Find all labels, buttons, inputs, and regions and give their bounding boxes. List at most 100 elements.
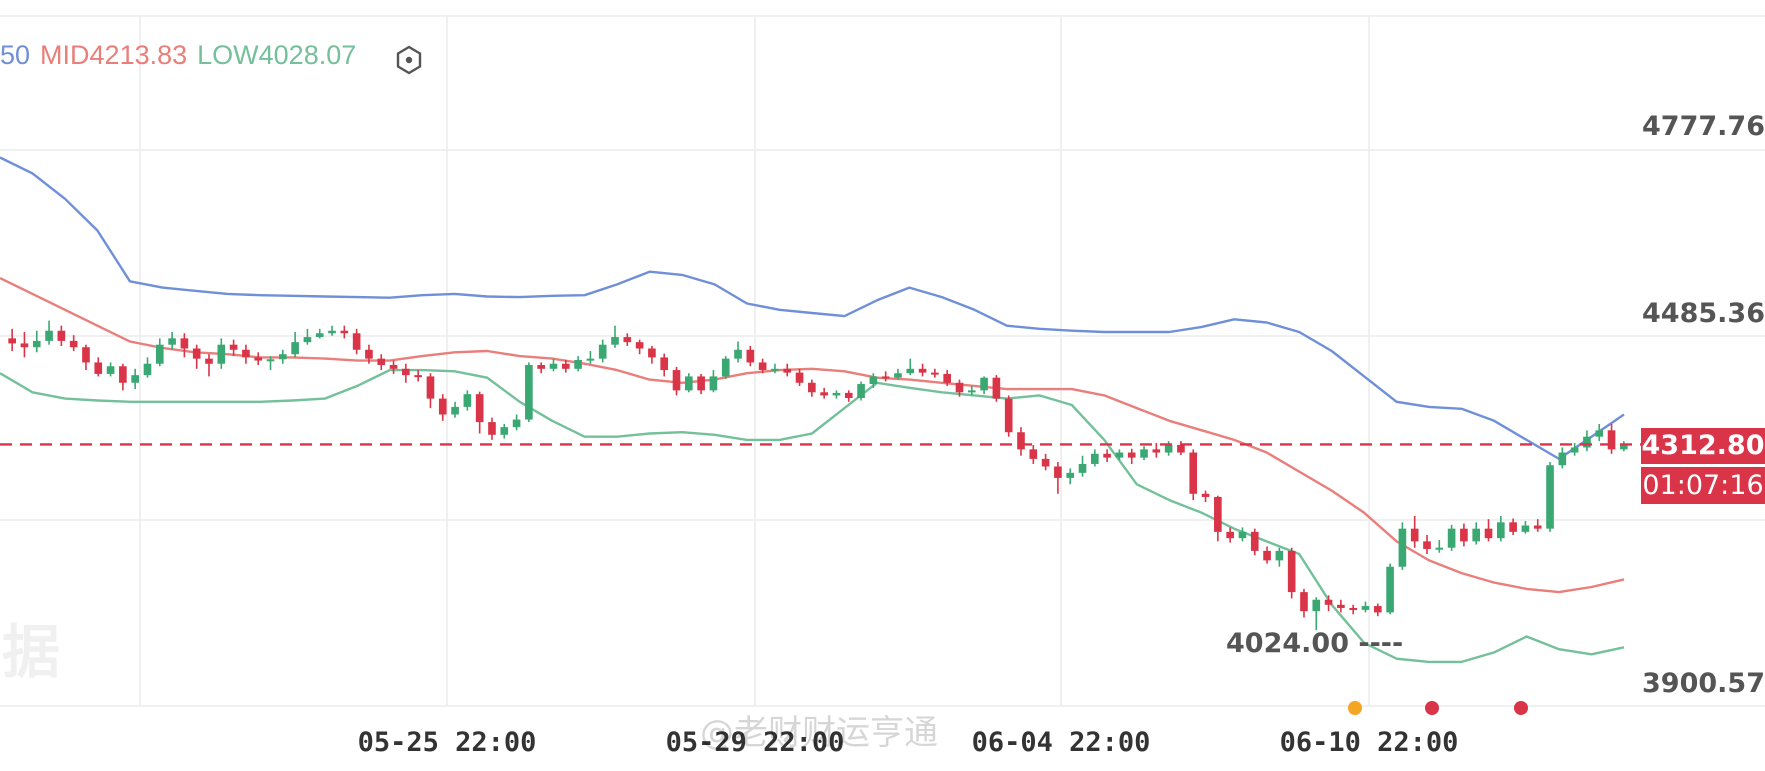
price-axis-label: 4485.36 bbox=[1642, 298, 1765, 329]
candle bbox=[1484, 519, 1493, 542]
candle bbox=[1472, 522, 1481, 545]
candle bbox=[32, 330, 41, 353]
candle bbox=[279, 349, 287, 364]
candle bbox=[1324, 595, 1333, 612]
candle bbox=[586, 351, 595, 364]
candle bbox=[94, 357, 103, 377]
candle bbox=[1447, 524, 1456, 551]
band-lower bbox=[0, 368, 1625, 664]
candle bbox=[500, 423, 509, 439]
candle bbox=[1423, 535, 1431, 555]
watermark-left-fragment: 据 bbox=[2, 618, 61, 686]
candle bbox=[672, 366, 681, 396]
candle bbox=[242, 344, 250, 364]
candle bbox=[771, 363, 779, 374]
candle bbox=[943, 370, 951, 386]
candle bbox=[82, 344, 90, 371]
candle bbox=[303, 328, 312, 345]
event-marker-dot[interactable] bbox=[1348, 701, 1362, 715]
candle bbox=[512, 414, 521, 431]
candle bbox=[1497, 515, 1505, 542]
price-axis-label: 4777.76 bbox=[1642, 111, 1765, 142]
current-price-tag: 4312.80 bbox=[1641, 428, 1765, 464]
candle bbox=[832, 390, 841, 399]
candle bbox=[1570, 443, 1579, 456]
candle bbox=[1103, 449, 1111, 463]
candle bbox=[931, 368, 939, 378]
indicator-legend: 50 MID4213.83 LOW4028.07 bbox=[0, 40, 366, 71]
candle bbox=[402, 363, 410, 383]
candle bbox=[844, 390, 853, 402]
candle bbox=[414, 370, 422, 382]
candle bbox=[1140, 446, 1148, 461]
time-axis-label: 05-29 22:00 bbox=[665, 727, 845, 758]
hexagon-settings-icon[interactable] bbox=[394, 45, 424, 75]
candle bbox=[1078, 455, 1087, 477]
candle bbox=[561, 359, 570, 373]
candle bbox=[119, 363, 127, 391]
candle bbox=[1152, 443, 1161, 458]
candle bbox=[8, 328, 16, 352]
candle bbox=[1127, 448, 1136, 464]
candle bbox=[734, 341, 742, 363]
candle bbox=[438, 394, 447, 421]
candle bbox=[1509, 518, 1517, 536]
candle bbox=[340, 325, 349, 339]
candle bbox=[352, 328, 361, 355]
candle bbox=[1287, 547, 1296, 599]
candle bbox=[980, 376, 988, 395]
candle bbox=[229, 339, 238, 357]
price-overlay bbox=[0, 443, 1641, 715]
candle bbox=[1546, 462, 1554, 532]
candle bbox=[660, 353, 669, 377]
candle bbox=[709, 370, 718, 393]
candle bbox=[180, 333, 189, 358]
event-marker-dot[interactable] bbox=[1514, 701, 1528, 715]
candle bbox=[1275, 547, 1284, 567]
candle bbox=[1361, 601, 1370, 613]
candle bbox=[1521, 521, 1530, 534]
candle bbox=[463, 390, 472, 411]
candle bbox=[1398, 522, 1407, 570]
candle bbox=[131, 368, 139, 390]
candle bbox=[795, 368, 804, 386]
candle bbox=[1300, 588, 1308, 618]
candle bbox=[57, 325, 66, 346]
candle bbox=[918, 363, 927, 377]
candle bbox=[1620, 441, 1628, 452]
candle bbox=[967, 385, 976, 396]
candle bbox=[1041, 453, 1050, 471]
candle bbox=[598, 339, 607, 363]
candle bbox=[143, 357, 152, 378]
legend-low: LOW4028.07 bbox=[197, 40, 357, 70]
watermark: @老财财运亨通 bbox=[700, 713, 938, 753]
candle bbox=[1263, 546, 1271, 564]
legend-up: 50 bbox=[0, 40, 31, 70]
candle bbox=[525, 362, 533, 423]
candle bbox=[168, 332, 176, 350]
time-axis-label: 06-10 22:00 bbox=[1279, 727, 1459, 758]
candlestick-series bbox=[8, 320, 1628, 631]
band-upper bbox=[0, 156, 1625, 461]
bollinger-bands bbox=[0, 156, 1625, 664]
candle bbox=[1054, 462, 1062, 494]
candle bbox=[894, 368, 902, 380]
candle bbox=[820, 387, 828, 399]
candle bbox=[1386, 563, 1394, 615]
event-marker-dot[interactable] bbox=[1425, 701, 1439, 715]
legend-mid: MID4213.83 bbox=[40, 40, 188, 70]
candle bbox=[1533, 519, 1542, 532]
candle bbox=[315, 328, 324, 339]
candle bbox=[1595, 423, 1604, 442]
candle bbox=[106, 362, 115, 377]
candle bbox=[648, 345, 656, 364]
candle bbox=[881, 371, 890, 382]
candle bbox=[205, 354, 213, 377]
candle bbox=[869, 373, 878, 388]
candle bbox=[426, 373, 435, 409]
candle bbox=[1558, 447, 1567, 469]
time-axis-label: 06-04 22:00 bbox=[971, 727, 1151, 758]
candle bbox=[955, 379, 964, 397]
candle bbox=[1091, 449, 1099, 467]
